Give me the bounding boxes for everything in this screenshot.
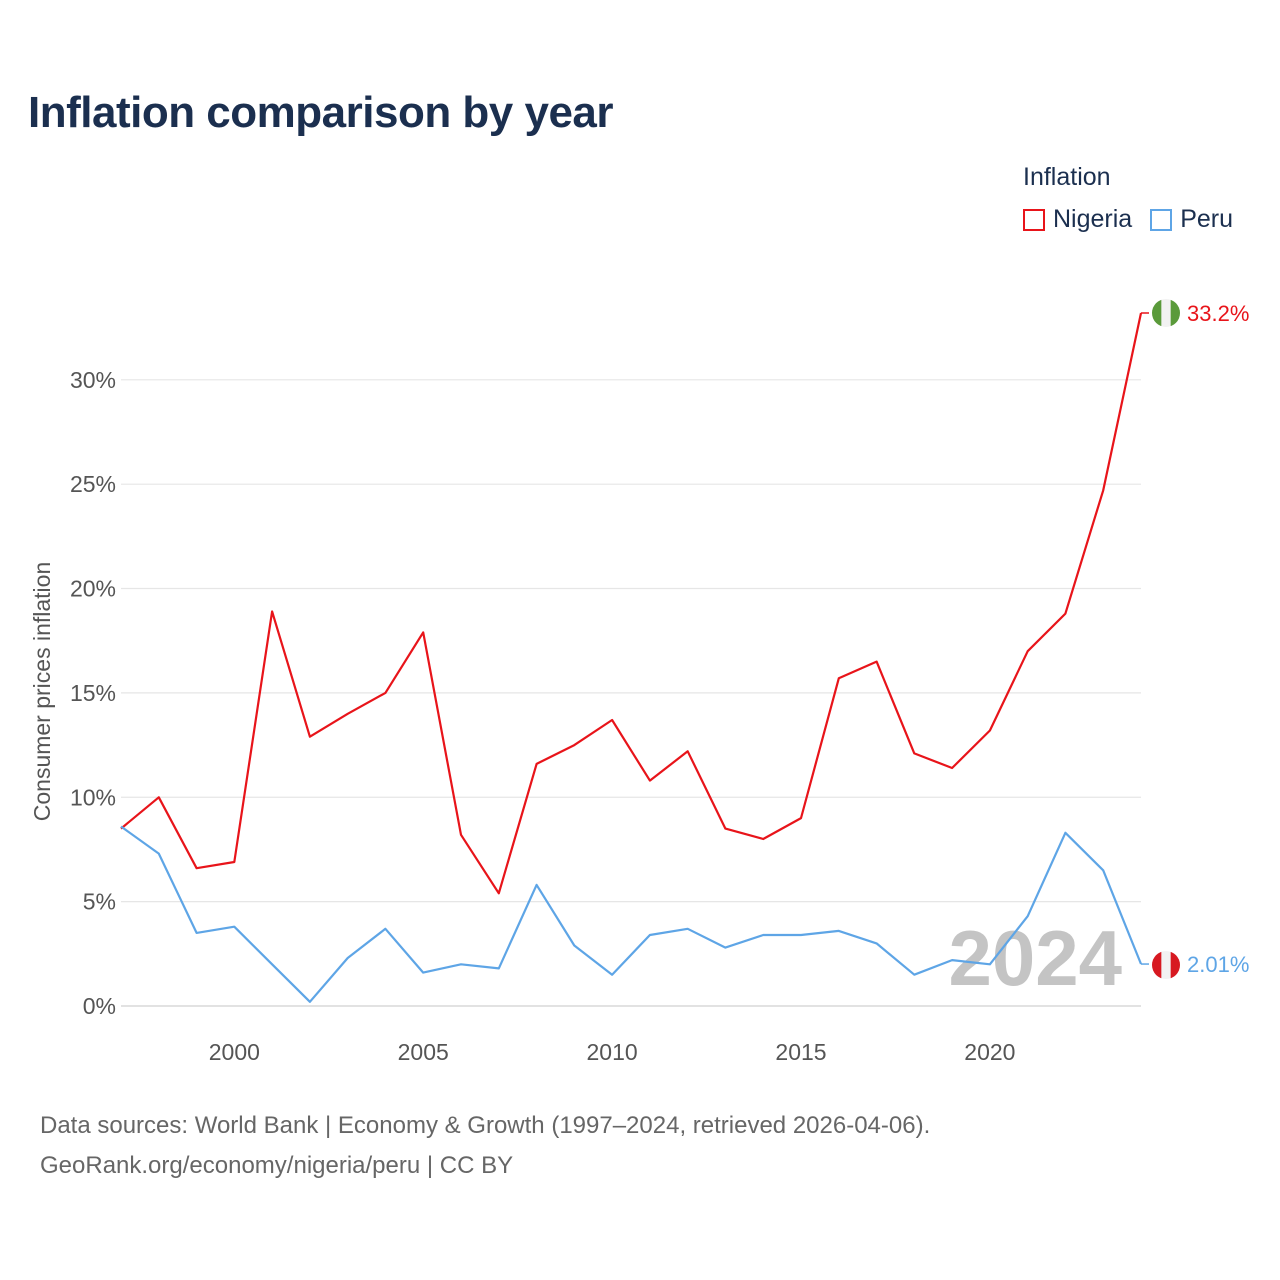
- series-line-nigeria[interactable]: [120, 312, 1143, 895]
- legend-swatch-peru: [1150, 208, 1173, 231]
- chart-title: Inflation comparison by year: [28, 88, 614, 137]
- x-tick-label: 2020: [964, 1039, 1015, 1065]
- y-axis-ticks: 0% 5% 10% 15% 20% 25% 30%: [70, 367, 116, 1019]
- y-tick-label: 10%: [70, 784, 116, 810]
- peru-flag-icon: [1152, 951, 1180, 980]
- x-tick-label: 2000: [209, 1039, 260, 1065]
- attribution-link[interactable]: GeoRank.org/economy/nigeria/peru | CC BY: [40, 1152, 514, 1179]
- legend-swatch-nigeria: [1023, 208, 1045, 231]
- nigeria-flag-icon: [1152, 299, 1180, 327]
- legend-item-peru[interactable]: Peru: [1150, 205, 1233, 234]
- series-lines: [120, 312, 1143, 1003]
- series-line-peru[interactable]: [120, 825, 1143, 1003]
- gridlines: [121, 379, 1141, 1007]
- y-tick-label: 0%: [83, 993, 116, 1019]
- y-tick-label: 5%: [83, 889, 116, 915]
- y-tick-label: 25%: [70, 471, 116, 497]
- footer: Data sources: World Bank | Economy & Gro…: [40, 1106, 930, 1186]
- series-end-markers: 33.2% 2.01%: [1141, 299, 1249, 980]
- legend-label-nigeria: Nigeria: [1053, 205, 1133, 233]
- y-tick-label: 30%: [70, 367, 116, 393]
- end-value-label-peru: 2.01%: [1187, 952, 1249, 977]
- x-tick-label: 2005: [398, 1039, 449, 1065]
- x-tick-label: 2015: [775, 1039, 826, 1065]
- x-axis-ticks: 2000 2005 2010 2015 2020: [209, 1039, 1016, 1065]
- y-axis-label: Consumer prices inflation: [29, 562, 55, 822]
- end-value-label-nigeria: 33.2%: [1187, 301, 1249, 326]
- y-tick-label: 20%: [70, 576, 116, 602]
- data-source-note: Data sources: World Bank | Economy & Gro…: [40, 1112, 931, 1139]
- legend-label-peru: Peru: [1180, 205, 1234, 233]
- legend-title: Inflation: [1023, 163, 1111, 191]
- legend-item-nigeria[interactable]: Nigeria: [1023, 205, 1132, 234]
- y-tick-label: 15%: [70, 680, 116, 706]
- legend: Nigeria Peru: [1023, 205, 1233, 234]
- year-watermark: 2024: [948, 914, 1122, 1002]
- x-tick-label: 2010: [587, 1039, 638, 1065]
